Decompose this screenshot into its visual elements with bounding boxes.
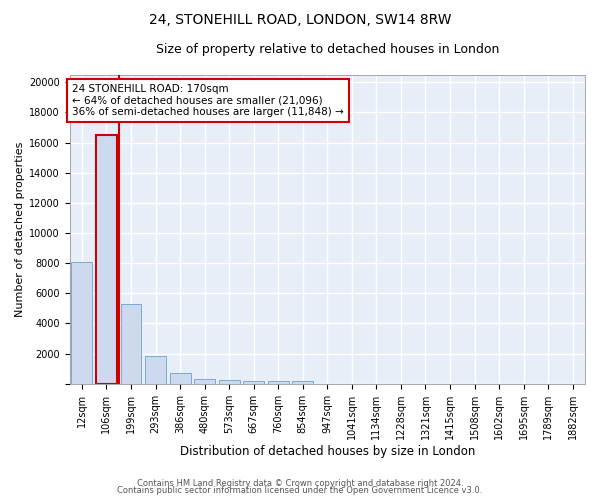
Bar — [96, 135, 117, 384]
Bar — [243, 381, 264, 384]
Bar — [170, 373, 191, 384]
Bar — [71, 262, 92, 384]
Bar — [145, 356, 166, 384]
Text: Contains HM Land Registry data © Crown copyright and database right 2024.: Contains HM Land Registry data © Crown c… — [137, 478, 463, 488]
Text: Contains public sector information licensed under the Open Government Licence v3: Contains public sector information licen… — [118, 486, 482, 495]
Bar — [268, 381, 289, 384]
Title: Size of property relative to detached houses in London: Size of property relative to detached ho… — [155, 42, 499, 56]
Text: 24 STONEHILL ROAD: 170sqm
← 64% of detached houses are smaller (21,096)
36% of s: 24 STONEHILL ROAD: 170sqm ← 64% of detac… — [72, 84, 344, 117]
X-axis label: Distribution of detached houses by size in London: Distribution of detached houses by size … — [179, 444, 475, 458]
Text: 24, STONEHILL ROAD, LONDON, SW14 8RW: 24, STONEHILL ROAD, LONDON, SW14 8RW — [149, 12, 451, 26]
Y-axis label: Number of detached properties: Number of detached properties — [15, 142, 25, 317]
Bar — [292, 382, 313, 384]
Bar — [194, 379, 215, 384]
Bar — [121, 304, 142, 384]
Bar — [219, 380, 239, 384]
